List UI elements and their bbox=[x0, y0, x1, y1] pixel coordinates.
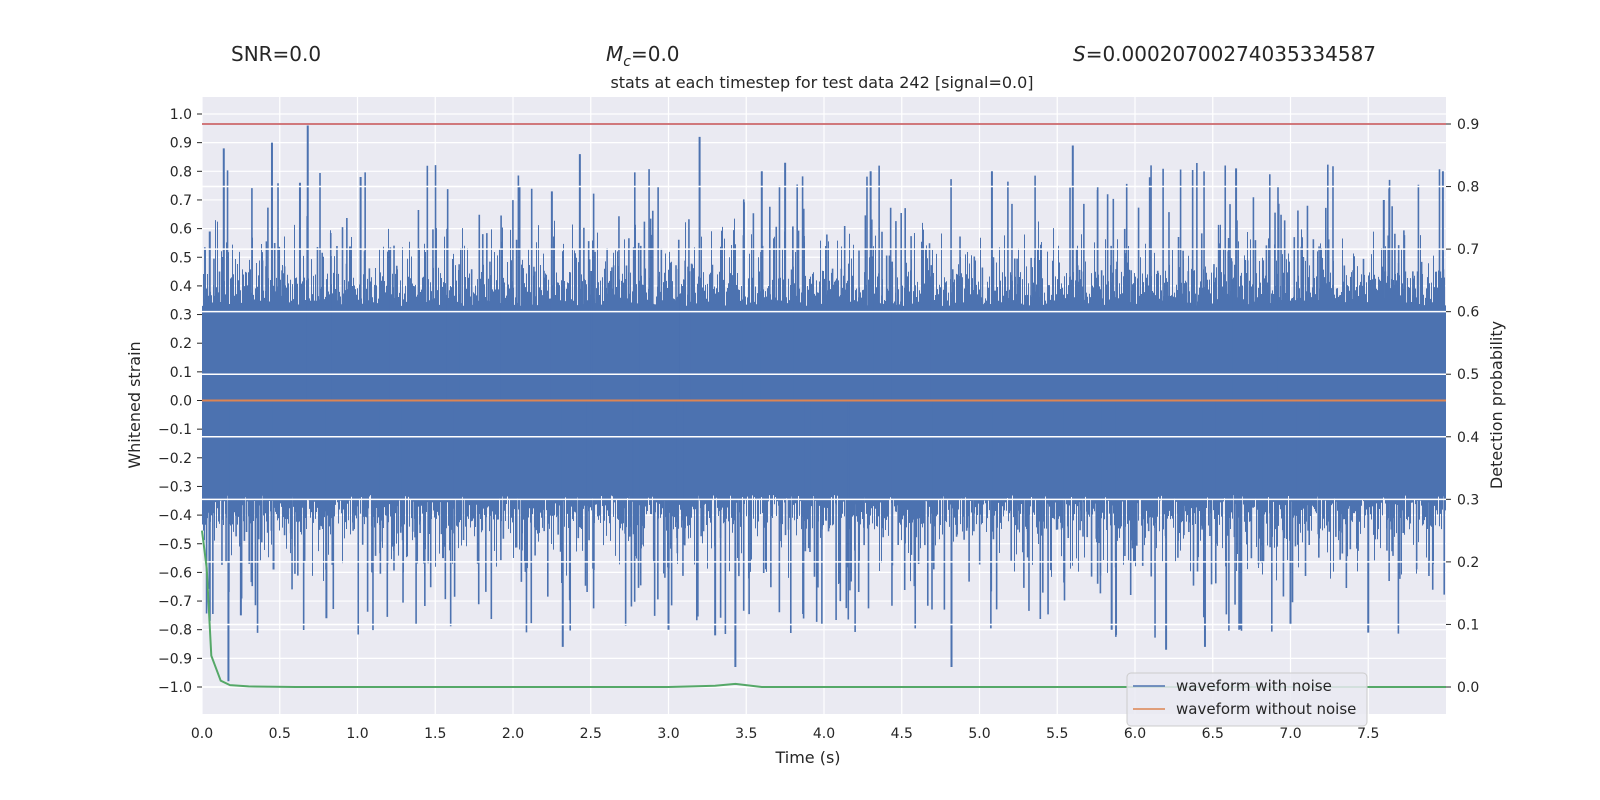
x-tick-label: 2.5 bbox=[580, 726, 602, 742]
left-tick-label: 0.9 bbox=[170, 136, 192, 152]
left-tick-label: −1.0 bbox=[158, 680, 192, 696]
left-tick-label: 0.1 bbox=[170, 365, 192, 381]
x-tick-label: 4.5 bbox=[891, 726, 913, 742]
left-tick-label: −0.4 bbox=[158, 508, 192, 524]
left-tick-label: −0.9 bbox=[158, 651, 192, 667]
legend-label-clean: waveform without noise bbox=[1176, 700, 1356, 718]
left-tick-label: 0.7 bbox=[170, 193, 192, 209]
left-tick-label: 1.0 bbox=[170, 107, 192, 123]
right-tick-label: 0.9 bbox=[1457, 117, 1479, 133]
chart-title: stats at each timestep for test data 242… bbox=[610, 73, 1033, 92]
left-y-axis-label: Whitened strain bbox=[125, 341, 144, 468]
right-tick-label: 0.2 bbox=[1457, 555, 1479, 571]
x-axis-ticks: 0.0 0.5 1.0 1.5 2.0 2.5 3.0 3.5 4.0 4.5 5.0 5.5 6.0 6… bbox=[191, 726, 1380, 742]
x-tick-label: 4.0 bbox=[813, 726, 835, 742]
left-tick-label: −0.8 bbox=[158, 623, 192, 639]
x-tick-label: 7.5 bbox=[1357, 726, 1379, 742]
mc-stat: Mc=0.0 bbox=[606, 42, 680, 70]
right-tick-label: 0.3 bbox=[1457, 492, 1479, 508]
left-tick-label: −0.3 bbox=[158, 479, 192, 495]
series-detection-probability bbox=[201, 530, 1446, 688]
series-waveform-with-noise bbox=[202, 125, 1446, 682]
right-tick-label: 0.5 bbox=[1457, 367, 1479, 383]
left-y-axis-ticks: 1.0 0.9 0.8 0.7 0.6 0.5 0.4 0.3 0.2 0.1 0.0 −0.1 −0.… bbox=[158, 107, 202, 696]
right-y-axis-ticks: 0.9 0.8 0.7 0.6 0.5 0.4 0.3 0.2 0.1 0.0 bbox=[1446, 117, 1479, 696]
x-axis-label: Time (s) bbox=[774, 748, 840, 767]
left-tick-label: 0.6 bbox=[170, 222, 192, 238]
x-tick-label: 3.5 bbox=[735, 726, 757, 742]
x-tick-label: 3.0 bbox=[657, 726, 679, 742]
x-tick-label: 2.0 bbox=[502, 726, 524, 742]
right-y-axis-label: Detection probability bbox=[1487, 321, 1506, 489]
right-tick-label: 0.6 bbox=[1457, 305, 1479, 321]
x-tick-label: 5.0 bbox=[968, 726, 990, 742]
x-tick-label: 6.5 bbox=[1202, 726, 1224, 742]
left-tick-label: 0.2 bbox=[170, 336, 192, 352]
series-overlays bbox=[201, 123, 1446, 688]
left-tick-label: 0.5 bbox=[170, 250, 192, 266]
right-tick-label: 0.1 bbox=[1457, 617, 1479, 633]
x-tick-label: 7.0 bbox=[1279, 726, 1301, 742]
right-tick-label: 0.0 bbox=[1457, 680, 1479, 696]
left-tick-label: −0.5 bbox=[158, 537, 192, 553]
x-tick-label: 5.5 bbox=[1046, 726, 1068, 742]
x-tick-label: 0.0 bbox=[191, 726, 213, 742]
left-tick-label: 0.0 bbox=[170, 394, 192, 410]
x-tick-label: 1.5 bbox=[424, 726, 446, 742]
s-stat: S=0.00020700274035334587 bbox=[1073, 42, 1376, 66]
left-tick-label: −0.6 bbox=[158, 565, 192, 581]
left-tick-label: −0.7 bbox=[158, 594, 192, 610]
right-tick-label: 0.7 bbox=[1457, 242, 1479, 258]
left-tick-label: −0.2 bbox=[158, 451, 192, 467]
left-tick-label: 0.3 bbox=[170, 308, 192, 324]
legend: waveform with noise waveform without noi… bbox=[1126, 672, 1368, 727]
x-tick-label: 6.0 bbox=[1124, 726, 1146, 742]
right-tick-label: 0.4 bbox=[1457, 430, 1479, 446]
left-tick-label: 0.4 bbox=[170, 279, 192, 295]
legend-box bbox=[1126, 672, 1368, 727]
x-tick-label: 0.5 bbox=[269, 726, 291, 742]
snr-stat: SNR=0.0 bbox=[231, 42, 321, 66]
left-tick-label: 0.8 bbox=[170, 164, 192, 180]
legend-label-noise: waveform with noise bbox=[1176, 677, 1332, 695]
right-tick-label: 0.8 bbox=[1457, 180, 1479, 196]
left-tick-label: −0.1 bbox=[158, 422, 192, 438]
x-tick-label: 1.0 bbox=[346, 726, 368, 742]
